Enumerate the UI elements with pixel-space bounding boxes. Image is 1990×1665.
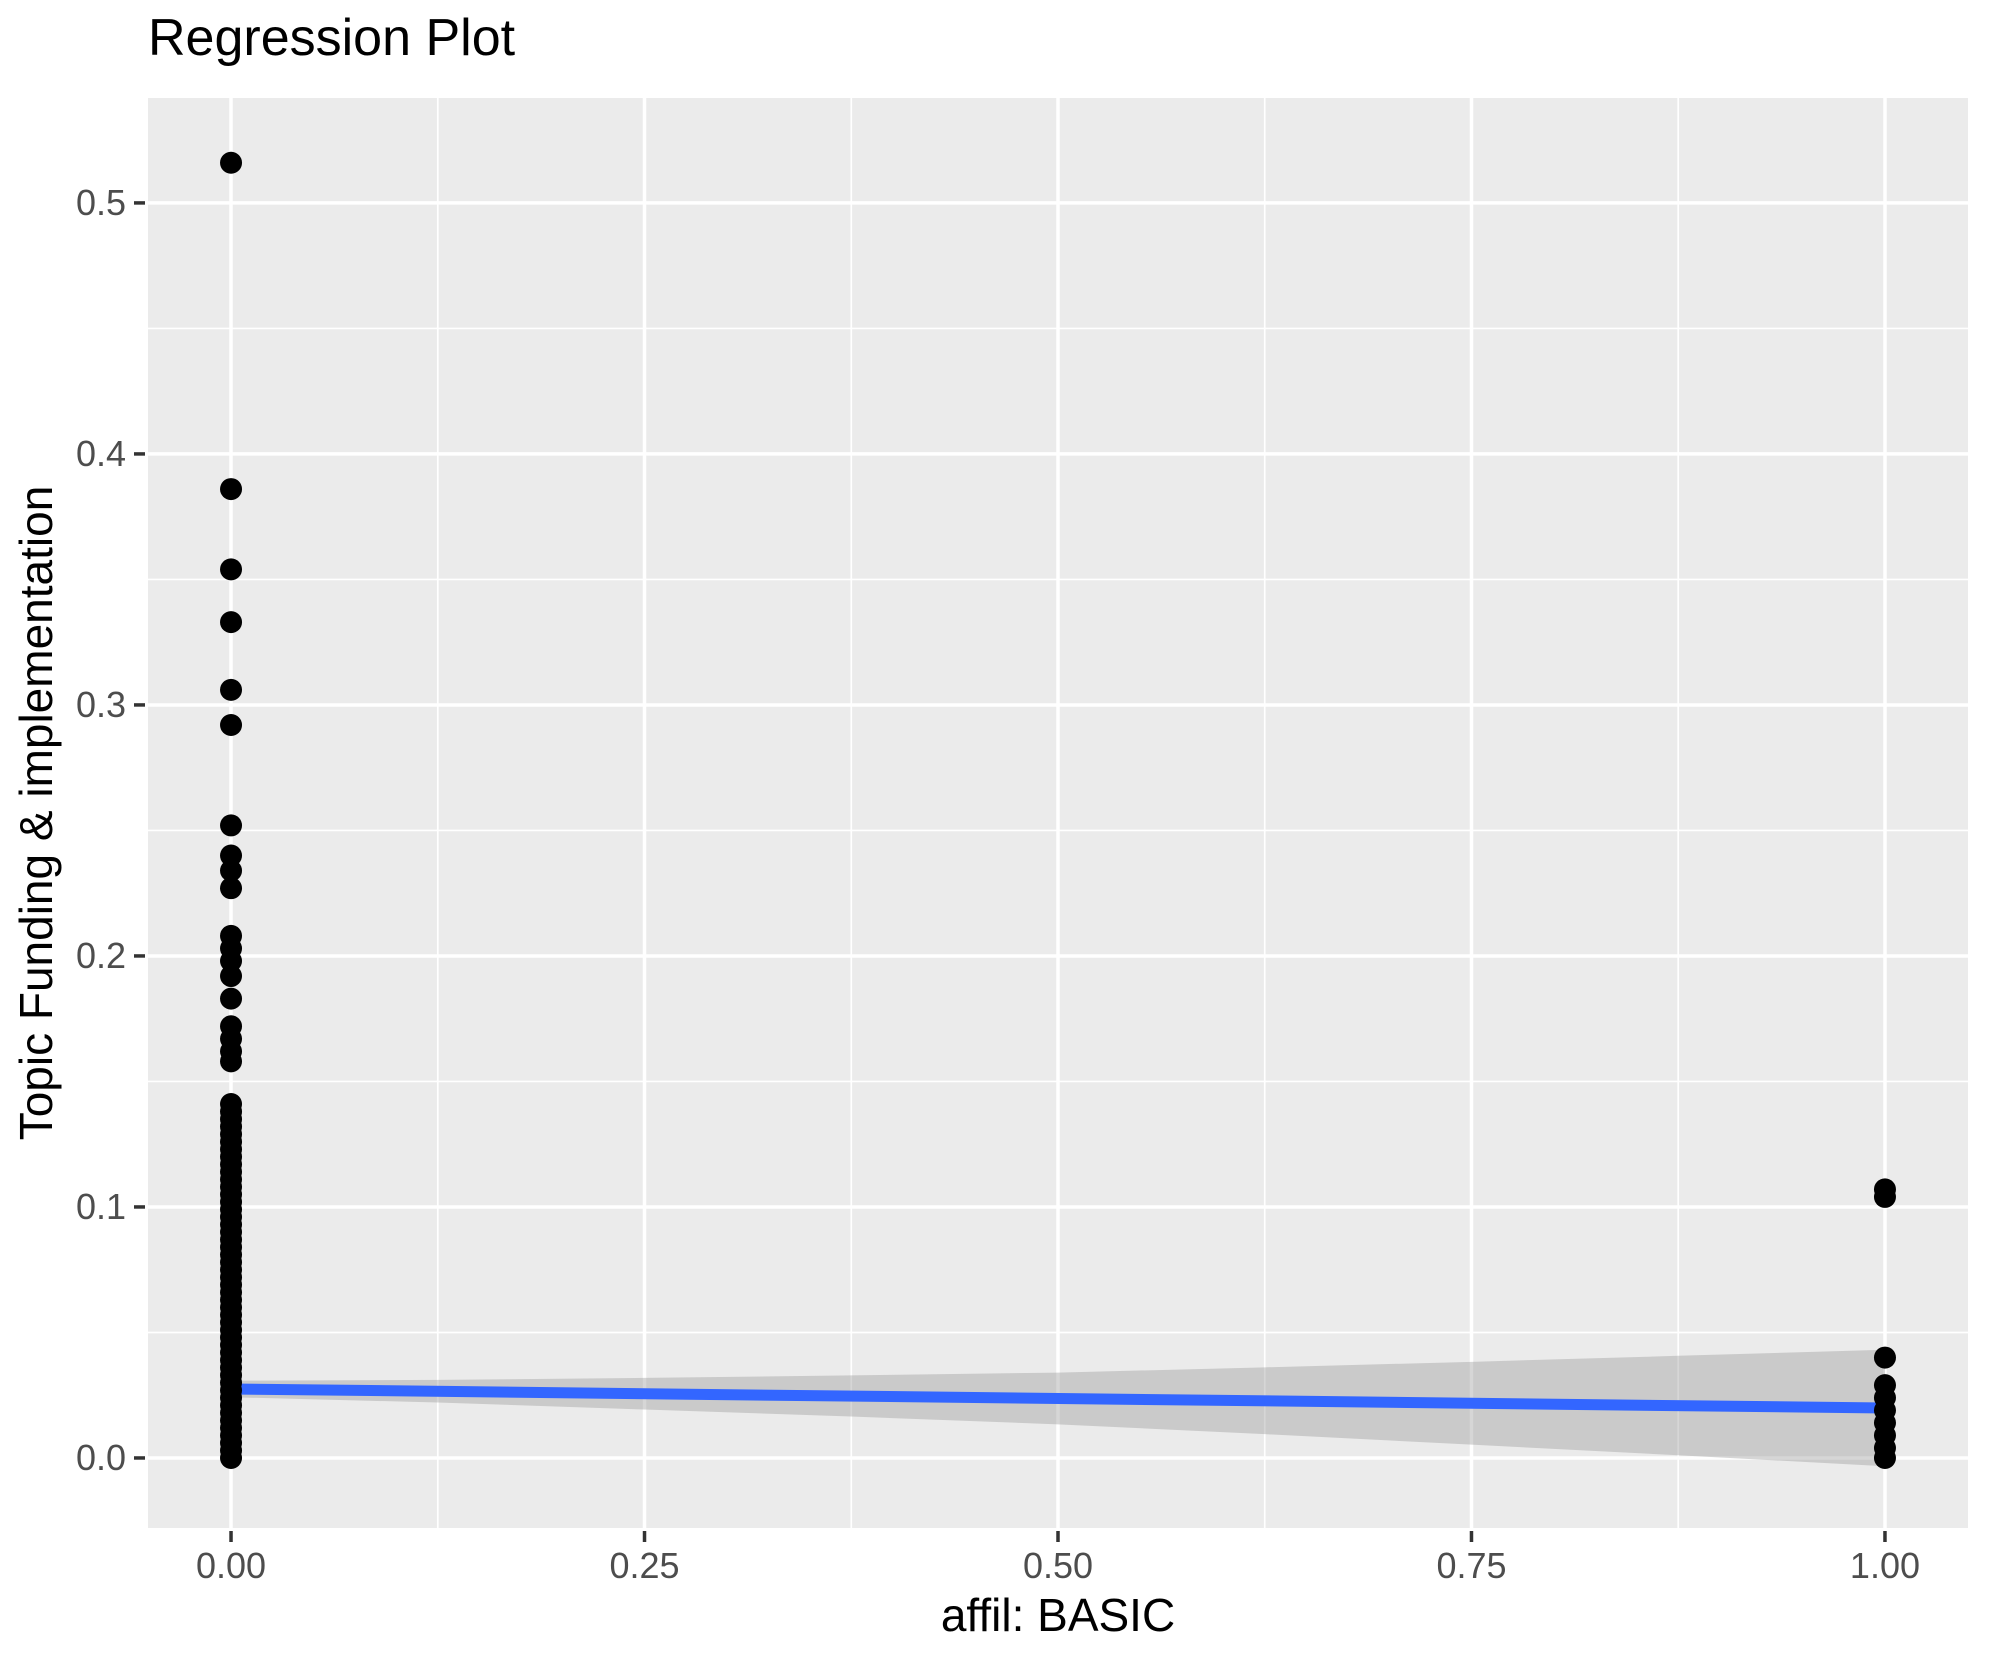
data-point xyxy=(220,558,243,581)
y-tick-label: 0.0 xyxy=(76,1437,126,1478)
data-point xyxy=(220,949,243,972)
data-point xyxy=(220,151,243,174)
data-point xyxy=(1873,1185,1896,1208)
x-tick-label: 1.00 xyxy=(1850,1545,1920,1586)
y-tick-label: 0.5 xyxy=(76,182,126,223)
data-point xyxy=(220,877,243,900)
data-point xyxy=(220,987,243,1010)
data-point xyxy=(220,714,243,737)
data-point xyxy=(1873,1346,1896,1369)
data-point xyxy=(1873,1446,1896,1469)
data-point xyxy=(220,814,243,837)
y-tick-label: 0.3 xyxy=(76,684,126,725)
x-tick-label: 0.50 xyxy=(1023,1545,1093,1586)
data-point xyxy=(220,1446,243,1469)
data-point xyxy=(220,478,243,501)
data-point xyxy=(220,678,243,701)
data-point xyxy=(220,1050,243,1073)
x-tick-label: 0.75 xyxy=(1436,1545,1506,1586)
data-point xyxy=(220,965,243,988)
data-point xyxy=(220,844,243,867)
x-tick-label: 0.00 xyxy=(196,1545,266,1586)
confidence-band xyxy=(231,1349,1885,1467)
y-tick-label: 0.4 xyxy=(76,433,126,474)
x-tick-label: 0.25 xyxy=(609,1545,679,1586)
plot-title: Regression Plot xyxy=(148,9,516,67)
y-tick-label: 0.1 xyxy=(76,1186,126,1227)
regression-line xyxy=(230,1383,1886,1414)
data-point xyxy=(220,611,243,634)
y-tick-label: 0.2 xyxy=(76,935,126,976)
x-axis-title: affil: BASIC xyxy=(940,1589,1176,1641)
data-point xyxy=(220,859,243,882)
